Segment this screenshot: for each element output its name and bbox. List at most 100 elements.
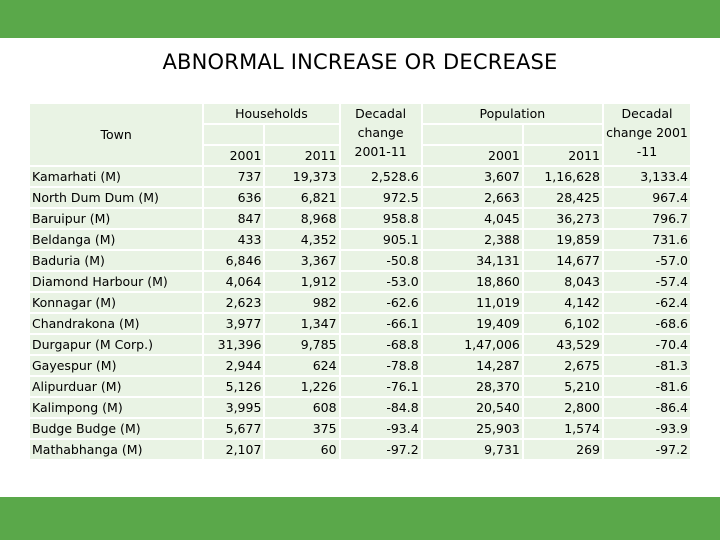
cell-population-decadal-change: -93.9 — [604, 419, 690, 438]
header-blank-cell — [265, 125, 339, 144]
cell-population-2011: 2,675 — [523, 356, 602, 375]
cell-population-decadal-change: 967.4 — [604, 188, 690, 207]
cell-households-2011: 1,912 — [265, 272, 339, 291]
header-pop-decadal-line1: Decadal — [621, 106, 673, 121]
cell-households-2001: 5,126 — [204, 377, 264, 396]
cell-households-2001: 4,064 — [204, 272, 264, 291]
cell-population-2011: 6,102 — [523, 314, 602, 333]
cell-households-2001: 31,396 — [204, 335, 264, 354]
cell-population-decadal-change: -57.4 — [604, 272, 690, 291]
abnormal-change-table: Town Households Decadal change 2001-11 P… — [28, 102, 692, 461]
cell-households-2011: 19,373 — [265, 167, 339, 186]
cell-population-decadal-change: -62.4 — [604, 293, 690, 312]
cell-population-decadal-change: -86.4 — [604, 398, 690, 417]
top-accent-band — [0, 0, 720, 38]
cell-town: Budge Budge (M) — [30, 419, 203, 438]
table-row: Kamarhati (M) 737 19,373 2,528.6 3,607 1,16,6… — [30, 167, 690, 186]
cell-population-2001: 25,903 — [422, 419, 522, 438]
cell-population-decadal-change: 731.6 — [604, 230, 690, 249]
cell-population-decadal-change: -97.2 — [604, 440, 690, 459]
header-population: Population — [422, 104, 602, 123]
cell-town: Baduria (M) — [30, 251, 203, 270]
table-body: Kamarhati (M) 737 19,373 2,528.6 3,607 1,16,6… — [30, 167, 690, 459]
table-row: Beldanga (M) 433 4,352 905.1 2,388 19,859 731.… — [30, 230, 690, 249]
cell-households-2001: 636 — [204, 188, 264, 207]
cell-households-2011: 375 — [265, 419, 339, 438]
cell-households-2011: 4,352 — [265, 230, 339, 249]
cell-population-2011: 36,273 — [523, 209, 602, 228]
cell-households-2011: 608 — [265, 398, 339, 417]
cell-population-2001: 9,731 — [422, 440, 522, 459]
cell-population-2011: 28,425 — [523, 188, 602, 207]
header-pop-decadal-line3: -11 — [636, 144, 658, 159]
cell-population-decadal-change: -70.4 — [604, 335, 690, 354]
cell-households-decadal-change: -76.1 — [340, 377, 421, 396]
header-blank-cell — [204, 125, 264, 144]
cell-population-2001: 1,47,006 — [422, 335, 522, 354]
cell-households-decadal-change: -53.0 — [340, 272, 421, 291]
table-row: Konnagar (M) 2,623 982 -62.6 11,019 4,142 -62.… — [30, 293, 690, 312]
table-row: Baruipur (M) 847 8,968 958.8 4,045 36,273 796.… — [30, 209, 690, 228]
cell-households-decadal-change: 972.5 — [340, 188, 421, 207]
cell-households-2011: 3,367 — [265, 251, 339, 270]
cell-households-decadal-change: -78.8 — [340, 356, 421, 375]
cell-town: Kamarhati (M) — [30, 167, 203, 186]
cell-population-decadal-change: 796.7 — [604, 209, 690, 228]
header-hh-decadal-line3: 2001-11 — [354, 144, 407, 159]
cell-population-2001: 2,663 — [422, 188, 522, 207]
cell-population-2001: 3,607 — [422, 167, 522, 186]
header-town: Town — [30, 104, 203, 165]
cell-households-decadal-change: 2,528.6 — [340, 167, 421, 186]
cell-households-2001: 737 — [204, 167, 264, 186]
slide-title: ABNORMAL INCREASE OR DECREASE — [162, 50, 558, 74]
cell-population-2001: 11,019 — [422, 293, 522, 312]
cell-households-2001: 3,977 — [204, 314, 264, 333]
cell-households-decadal-change: -97.2 — [340, 440, 421, 459]
header-hh-2011: 2011 — [265, 146, 339, 165]
header-population-decadal-change: Decadal change 2001 -11 — [604, 104, 690, 165]
cell-households-2011: 1,347 — [265, 314, 339, 333]
cell-households-decadal-change: -68.8 — [340, 335, 421, 354]
table-row: Baduria (M) 6,846 3,367 -50.8 34,131 14,677 -5… — [30, 251, 690, 270]
header-hh-decadal-line2: change — [357, 125, 404, 140]
header-row-group: Town Households Decadal change 2001-11 P… — [30, 104, 690, 165]
cell-population-2011: 19,859 — [523, 230, 602, 249]
cell-households-2011: 624 — [265, 356, 339, 375]
cell-households-2001: 847 — [204, 209, 264, 228]
cell-households-decadal-change: -66.1 — [340, 314, 421, 333]
cell-town: Konnagar (M) — [30, 293, 203, 312]
table-row: North Dum Dum (M) 636 6,821 972.5 2,663 28,42… — [30, 188, 690, 207]
cell-town: Alipurduar (M) — [30, 377, 203, 396]
cell-households-2001: 433 — [204, 230, 264, 249]
table-row: Budge Budge (M) 5,677 375 -93.4 25,903 1,574-… — [30, 419, 690, 438]
cell-population-2011: 2,800 — [523, 398, 602, 417]
cell-households-2001: 5,677 — [204, 419, 264, 438]
cell-town: North Dum Dum (M) — [30, 188, 203, 207]
cell-population-2011: 4,142 — [523, 293, 602, 312]
cell-population-2011: 8,043 — [523, 272, 602, 291]
header-pop-2011: 2011 — [523, 146, 602, 165]
header-row-years: 2001 2011 2001 2011 — [30, 146, 690, 165]
cell-town: Diamond Harbour (M) — [30, 272, 203, 291]
cell-town: Mathabhanga (M) — [30, 440, 203, 459]
cell-households-2001: 6,846 — [204, 251, 264, 270]
header-households-decadal-change: Decadal change 2001-11 — [340, 104, 421, 165]
cell-population-2001: 19,409 — [422, 314, 522, 333]
cell-households-2001: 2,623 — [204, 293, 264, 312]
cell-population-2011: 1,16,628 — [523, 167, 602, 186]
cell-households-decadal-change: -84.8 — [340, 398, 421, 417]
cell-population-2001: 28,370 — [422, 377, 522, 396]
header-pop-decadal-line2: change 2001 — [606, 125, 688, 140]
cell-town: Gayespur (M) — [30, 356, 203, 375]
table-row: Diamond Harbour (M) 4,064 1,912 -53.0 18,860… — [30, 272, 690, 291]
bottom-accent-band — [0, 497, 720, 540]
cell-population-decadal-change: 3,133.4 — [604, 167, 690, 186]
table-row: Alipurduar (M) 5,126 1,226 -76.1 28,370 5,210… — [30, 377, 690, 396]
cell-population-2011: 14,677 — [523, 251, 602, 270]
cell-households-decadal-change: 905.1 — [340, 230, 421, 249]
cell-population-2001: 20,540 — [422, 398, 522, 417]
header-households: Households — [204, 104, 339, 123]
cell-population-decadal-change: -81.6 — [604, 377, 690, 396]
cell-households-decadal-change: -50.8 — [340, 251, 421, 270]
cell-households-2011: 6,821 — [265, 188, 339, 207]
